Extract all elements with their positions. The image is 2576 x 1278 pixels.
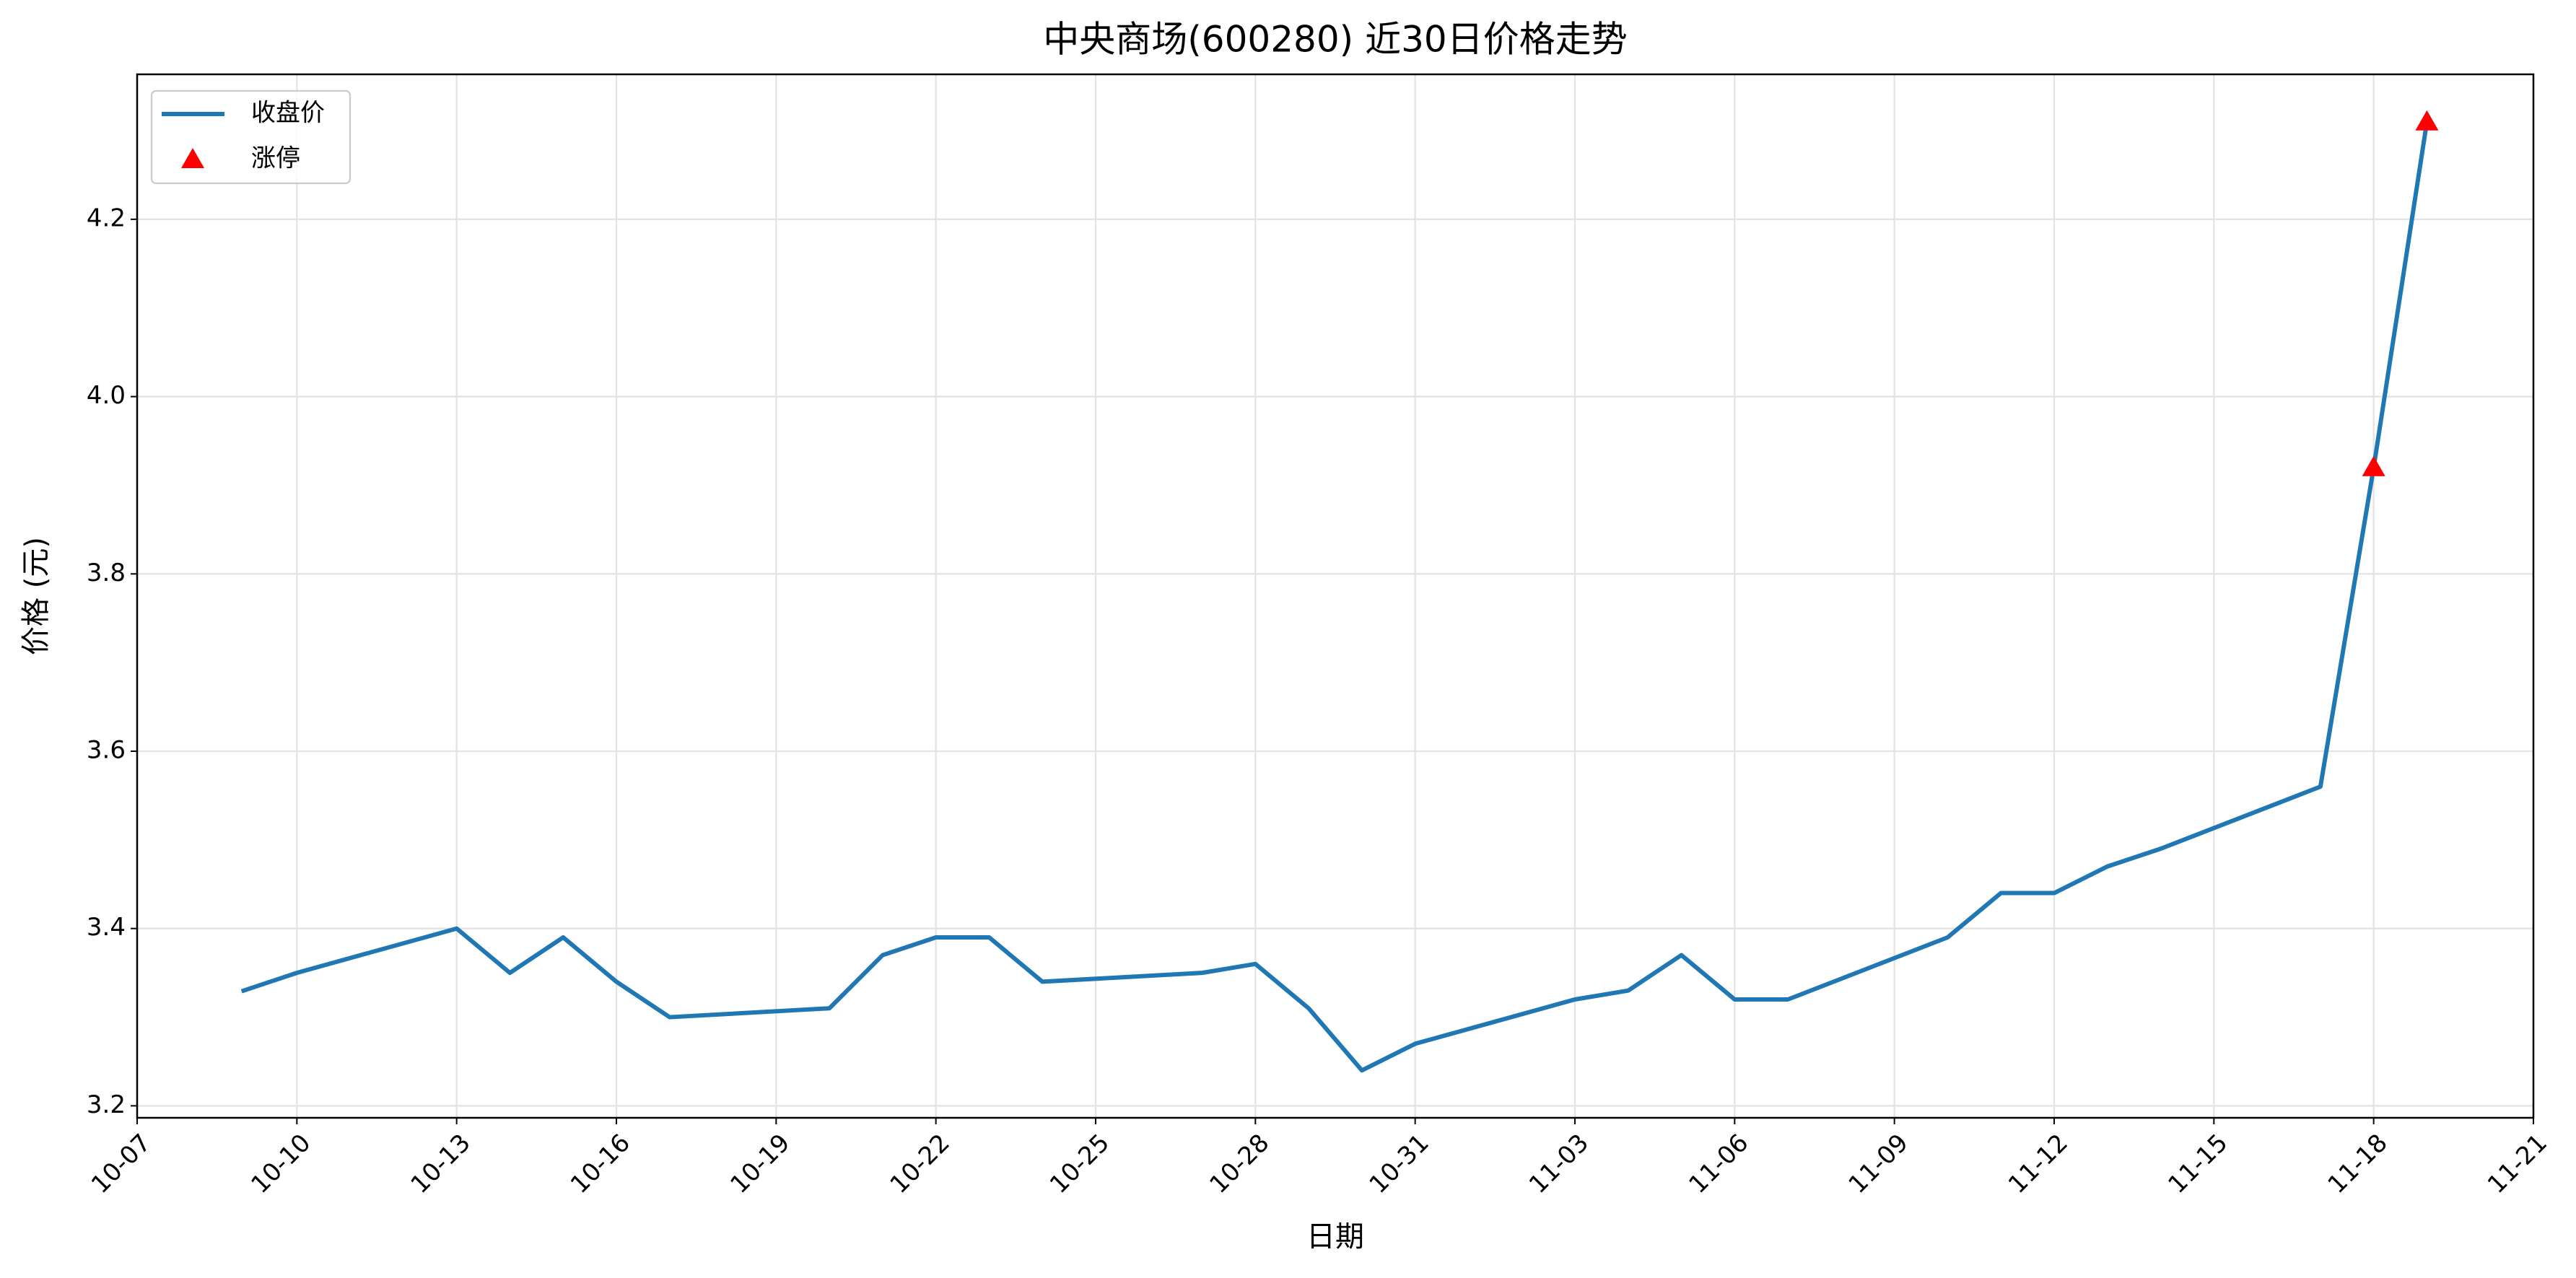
legend-label: 涨停	[251, 144, 300, 173]
legend-marker	[181, 148, 204, 168]
limit-up-marker	[2362, 455, 2385, 476]
y-axis-label: 价格 (元)	[19, 537, 53, 655]
y-tick-label: 3.6	[87, 735, 126, 764]
price-line	[240, 119, 2429, 1073]
y-tick-label: 4.2	[87, 203, 126, 232]
y-tick-label: 3.2	[87, 1090, 126, 1119]
axes-frame	[136, 73, 2535, 1119]
y-tick-label: 3.8	[87, 559, 126, 587]
x-axis-label: 日期	[1306, 1220, 1364, 1253]
legend-label: 收盘价	[251, 99, 325, 128]
y-tick-label: 3.4	[87, 913, 126, 942]
y-tick-label: 4.0	[87, 381, 126, 410]
limit-up-marker	[2415, 110, 2439, 131]
chart-title: 中央商场(600280) 近30日价格走势	[1043, 19, 1627, 61]
